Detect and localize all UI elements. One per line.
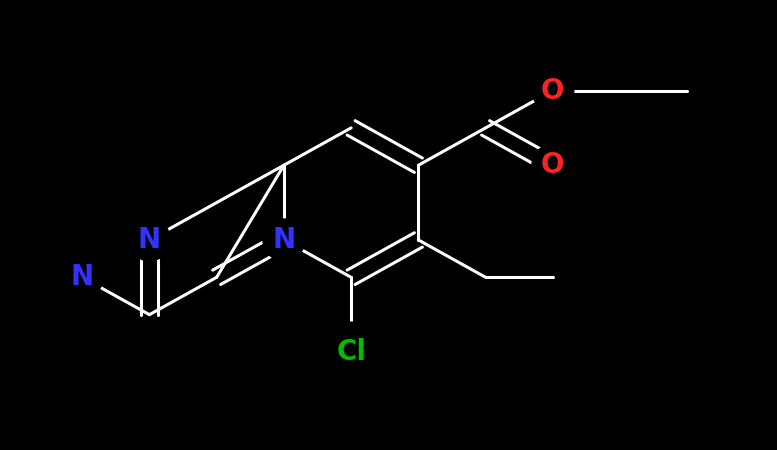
Text: O: O [541,76,565,104]
Text: N: N [273,226,295,254]
Text: O: O [541,151,565,179]
Circle shape [321,322,381,382]
Circle shape [532,144,573,186]
Text: N: N [71,263,94,291]
Text: N: N [138,226,161,254]
Circle shape [263,219,305,261]
Circle shape [61,256,103,298]
Circle shape [532,70,573,112]
Text: Cl: Cl [336,338,366,366]
Circle shape [128,219,170,261]
